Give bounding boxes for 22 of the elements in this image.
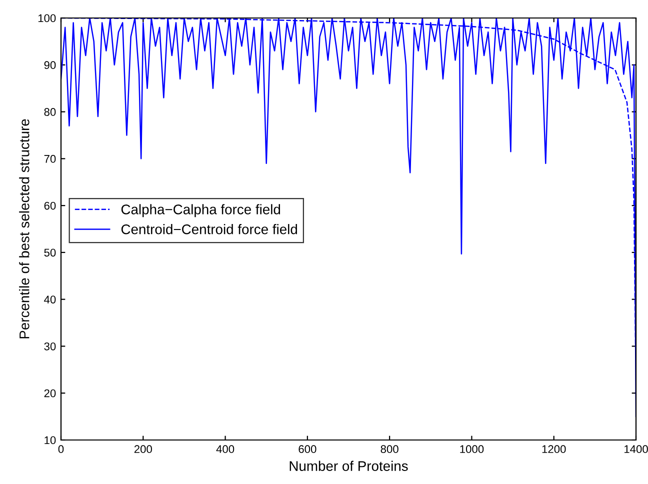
y-tick-label: 70 <box>44 154 56 163</box>
x-axis-title: Number of Proteins <box>290 460 408 471</box>
x-tick-label: 1400 <box>624 445 648 454</box>
x-tick-label: 800 <box>380 445 398 454</box>
y-tick-label: 80 <box>44 108 56 116</box>
y-axis-title: Percentile of best selected structure <box>19 119 30 338</box>
y-tick-label: 60 <box>44 202 56 210</box>
y-tick-label: 40 <box>44 296 56 304</box>
legend-label: Centroid−Centroid force field <box>121 224 298 234</box>
x-tick-label: 400 <box>216 445 234 454</box>
y-tick-label: 30 <box>44 342 56 350</box>
x-tick-label: 600 <box>298 445 316 454</box>
y-tick-label: 20 <box>44 389 56 398</box>
x-tick-label: 1200 <box>542 445 566 454</box>
y-tick-label: 10 <box>44 436 56 444</box>
x-tick-label: 1000 <box>460 445 484 454</box>
y-tick-label: 100 <box>38 14 56 22</box>
x-tick-label: 0 <box>58 445 64 454</box>
y-tick-label: 50 <box>44 248 56 257</box>
y-tick-label: 90 <box>44 61 56 70</box>
x-tick-label: 200 <box>134 445 152 454</box>
legend-label: Calpha−Calpha force field <box>121 204 280 218</box>
